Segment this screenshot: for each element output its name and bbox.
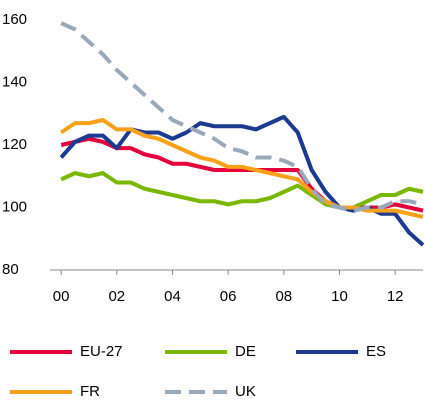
x-tick-label: 00	[53, 288, 70, 305]
x-tick-label: 04	[164, 288, 181, 305]
x-tick-label: 02	[108, 288, 125, 305]
legend-label: FR	[80, 383, 100, 400]
legend-label: DE	[235, 343, 256, 360]
y-tick-label: 140	[2, 73, 27, 90]
x-tick-label: 08	[275, 288, 292, 305]
x-tick-label: 10	[331, 288, 348, 305]
legend-label: UK	[235, 383, 256, 400]
y-tick-label: 160	[2, 11, 27, 28]
y-tick-label: 80	[2, 261, 19, 278]
x-tick-label: 12	[387, 288, 404, 305]
series-line	[60, 21, 424, 213]
legend-label: ES	[366, 343, 386, 360]
x-tick-label: 06	[220, 288, 237, 305]
y-tick-label: 120	[2, 136, 27, 153]
y-tick-label: 100	[2, 198, 27, 215]
legend-label: EU-27	[80, 343, 123, 360]
series-line	[60, 171, 424, 210]
